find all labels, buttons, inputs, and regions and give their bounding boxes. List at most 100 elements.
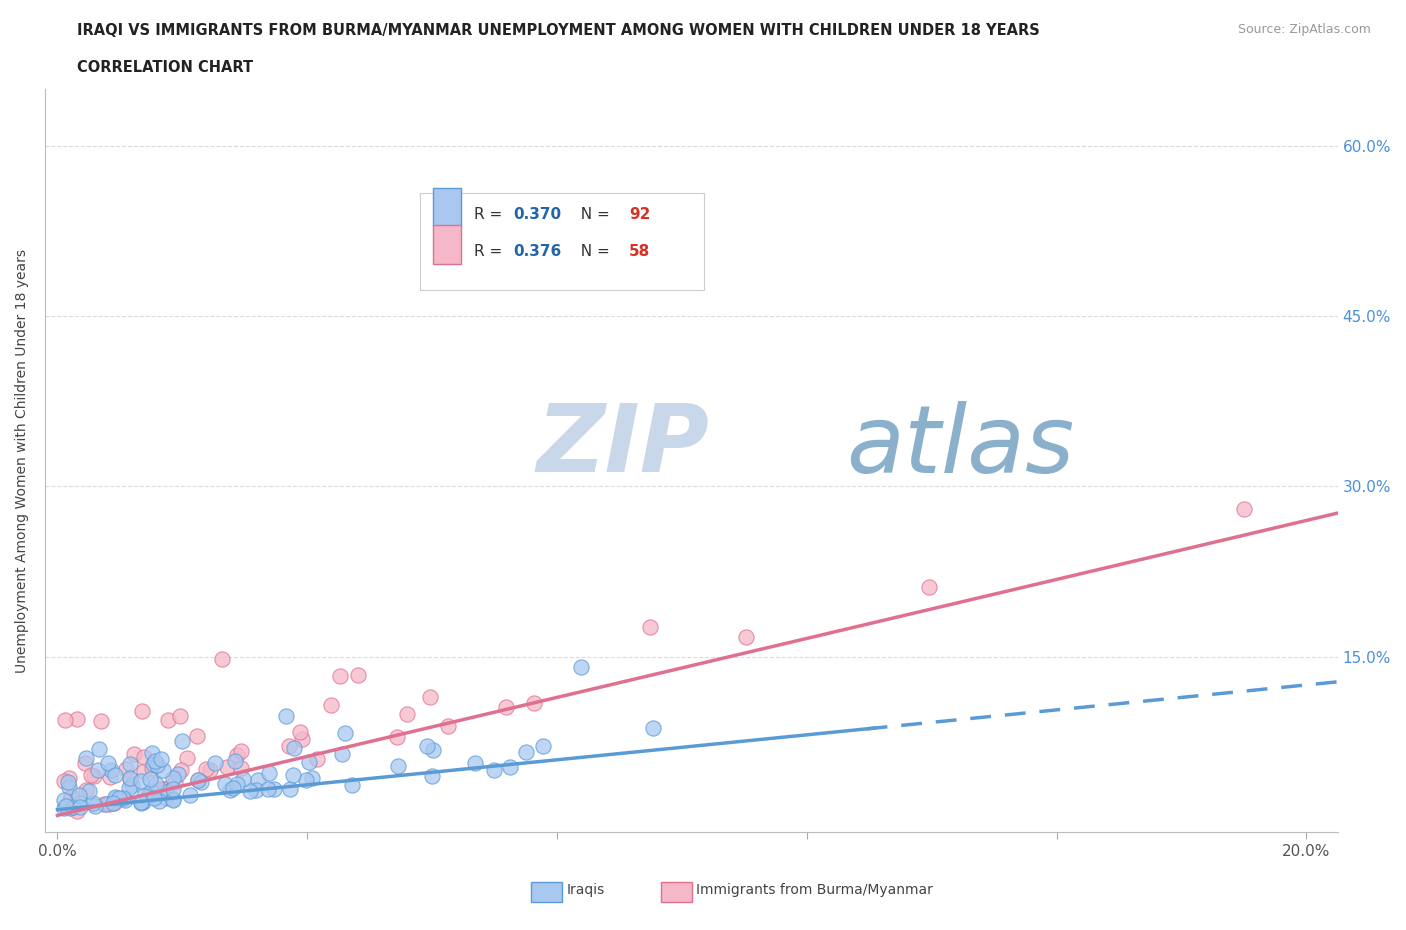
Point [87,763,110,777]
Point [96,797,118,812]
Point [136,789,159,804]
Point [105,790,128,805]
Point [229,743,252,758]
Point [83,768,105,783]
Point [66,804,89,818]
Point [239,783,262,798]
Point [186,728,208,743]
Point [146,758,169,773]
Point [155,784,177,799]
Y-axis label: Unemployment Among Women with Children Under 18 years: Unemployment Among Women with Children U… [15,249,30,673]
Point [225,748,247,763]
Point [69,795,91,810]
Point [129,773,152,788]
Point [531,738,554,753]
Point [301,770,323,785]
Point [211,652,233,667]
Text: N =: N = [571,244,614,259]
Text: atlas: atlas [846,401,1074,492]
Point [523,696,546,711]
Bar [433,188,461,227]
Point [257,765,280,780]
Point [141,746,163,761]
Point [103,795,125,810]
Point [134,789,156,804]
Point [73,756,96,771]
Point [141,761,163,776]
Point [53,712,76,727]
Point [329,668,352,683]
Point [142,756,165,771]
Point [75,751,97,765]
Text: Immigrants from Burma/Myanmar: Immigrants from Burma/Myanmar [696,883,932,897]
Point [257,781,280,796]
Point [419,689,441,704]
Point [155,790,177,805]
Point [56,775,79,790]
Point [150,751,173,766]
Point [190,775,212,790]
Point [89,741,111,756]
Point [170,763,193,777]
Point [569,659,592,674]
FancyBboxPatch shape [420,193,704,290]
Point [104,767,127,782]
Point [169,709,191,724]
Point [643,721,665,736]
Point [117,781,139,796]
Point [120,757,142,772]
Text: N =: N = [571,206,614,221]
Point [214,777,236,791]
Point [120,772,142,787]
Point [918,579,941,594]
Point [145,777,167,791]
Point [187,772,209,787]
Point [122,747,145,762]
Point [100,769,122,784]
Point [307,751,329,766]
Point [263,781,285,796]
Point [396,707,419,722]
Bar [433,225,461,264]
Point [162,782,184,797]
Text: 0.376: 0.376 [513,244,561,259]
Point [118,770,141,785]
Point [59,801,82,816]
Point [148,793,170,808]
Point [98,796,121,811]
Point [162,791,184,806]
Text: Source: ZipAtlas.com: Source: ZipAtlas.com [1237,23,1371,36]
Point [77,783,100,798]
Point [129,795,152,810]
Point [132,794,155,809]
Point [58,779,80,794]
Point [114,792,136,807]
Point [278,782,301,797]
Point [274,708,297,723]
Point [295,773,318,788]
Point [59,790,82,804]
Point [132,750,155,764]
Point [60,790,83,804]
Point [55,799,77,814]
Point [278,739,301,754]
Text: IRAQI VS IMMIGRANTS FROM BURMA/MYANMAR UNEMPLOYMENT AMONG WOMEN WITH CHILDREN UN: IRAQI VS IMMIGRANTS FROM BURMA/MYANMAR U… [77,23,1040,38]
Point [437,719,460,734]
Point [149,781,172,796]
Point [416,738,439,753]
Text: R =: R = [474,206,508,221]
Point [143,753,166,768]
Point [162,771,184,786]
Point [121,777,143,792]
Point [100,763,122,777]
Point [80,767,103,782]
Point [162,792,184,807]
Text: R =: R = [474,244,508,259]
Point [204,756,226,771]
Point [215,759,238,774]
Point [198,763,221,777]
Point [420,769,443,784]
Point [222,780,245,795]
Text: Iraqis: Iraqis [567,883,605,897]
Text: 0.370: 0.370 [513,206,561,221]
